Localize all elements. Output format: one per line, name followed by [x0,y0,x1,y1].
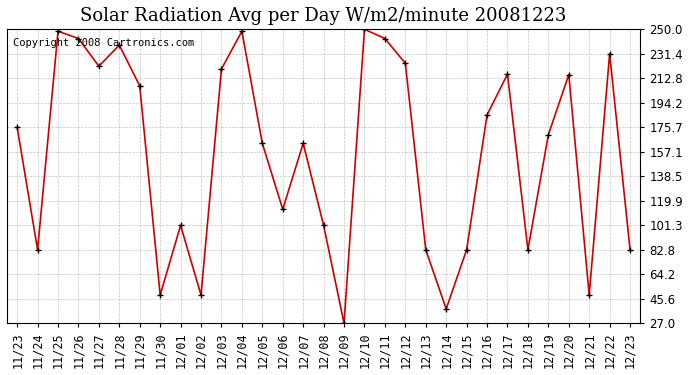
Title: Solar Radiation Avg per Day W/m2/minute 20081223: Solar Radiation Avg per Day W/m2/minute … [81,7,566,25]
Text: Copyright 2008 Cartronics.com: Copyright 2008 Cartronics.com [13,38,195,48]
